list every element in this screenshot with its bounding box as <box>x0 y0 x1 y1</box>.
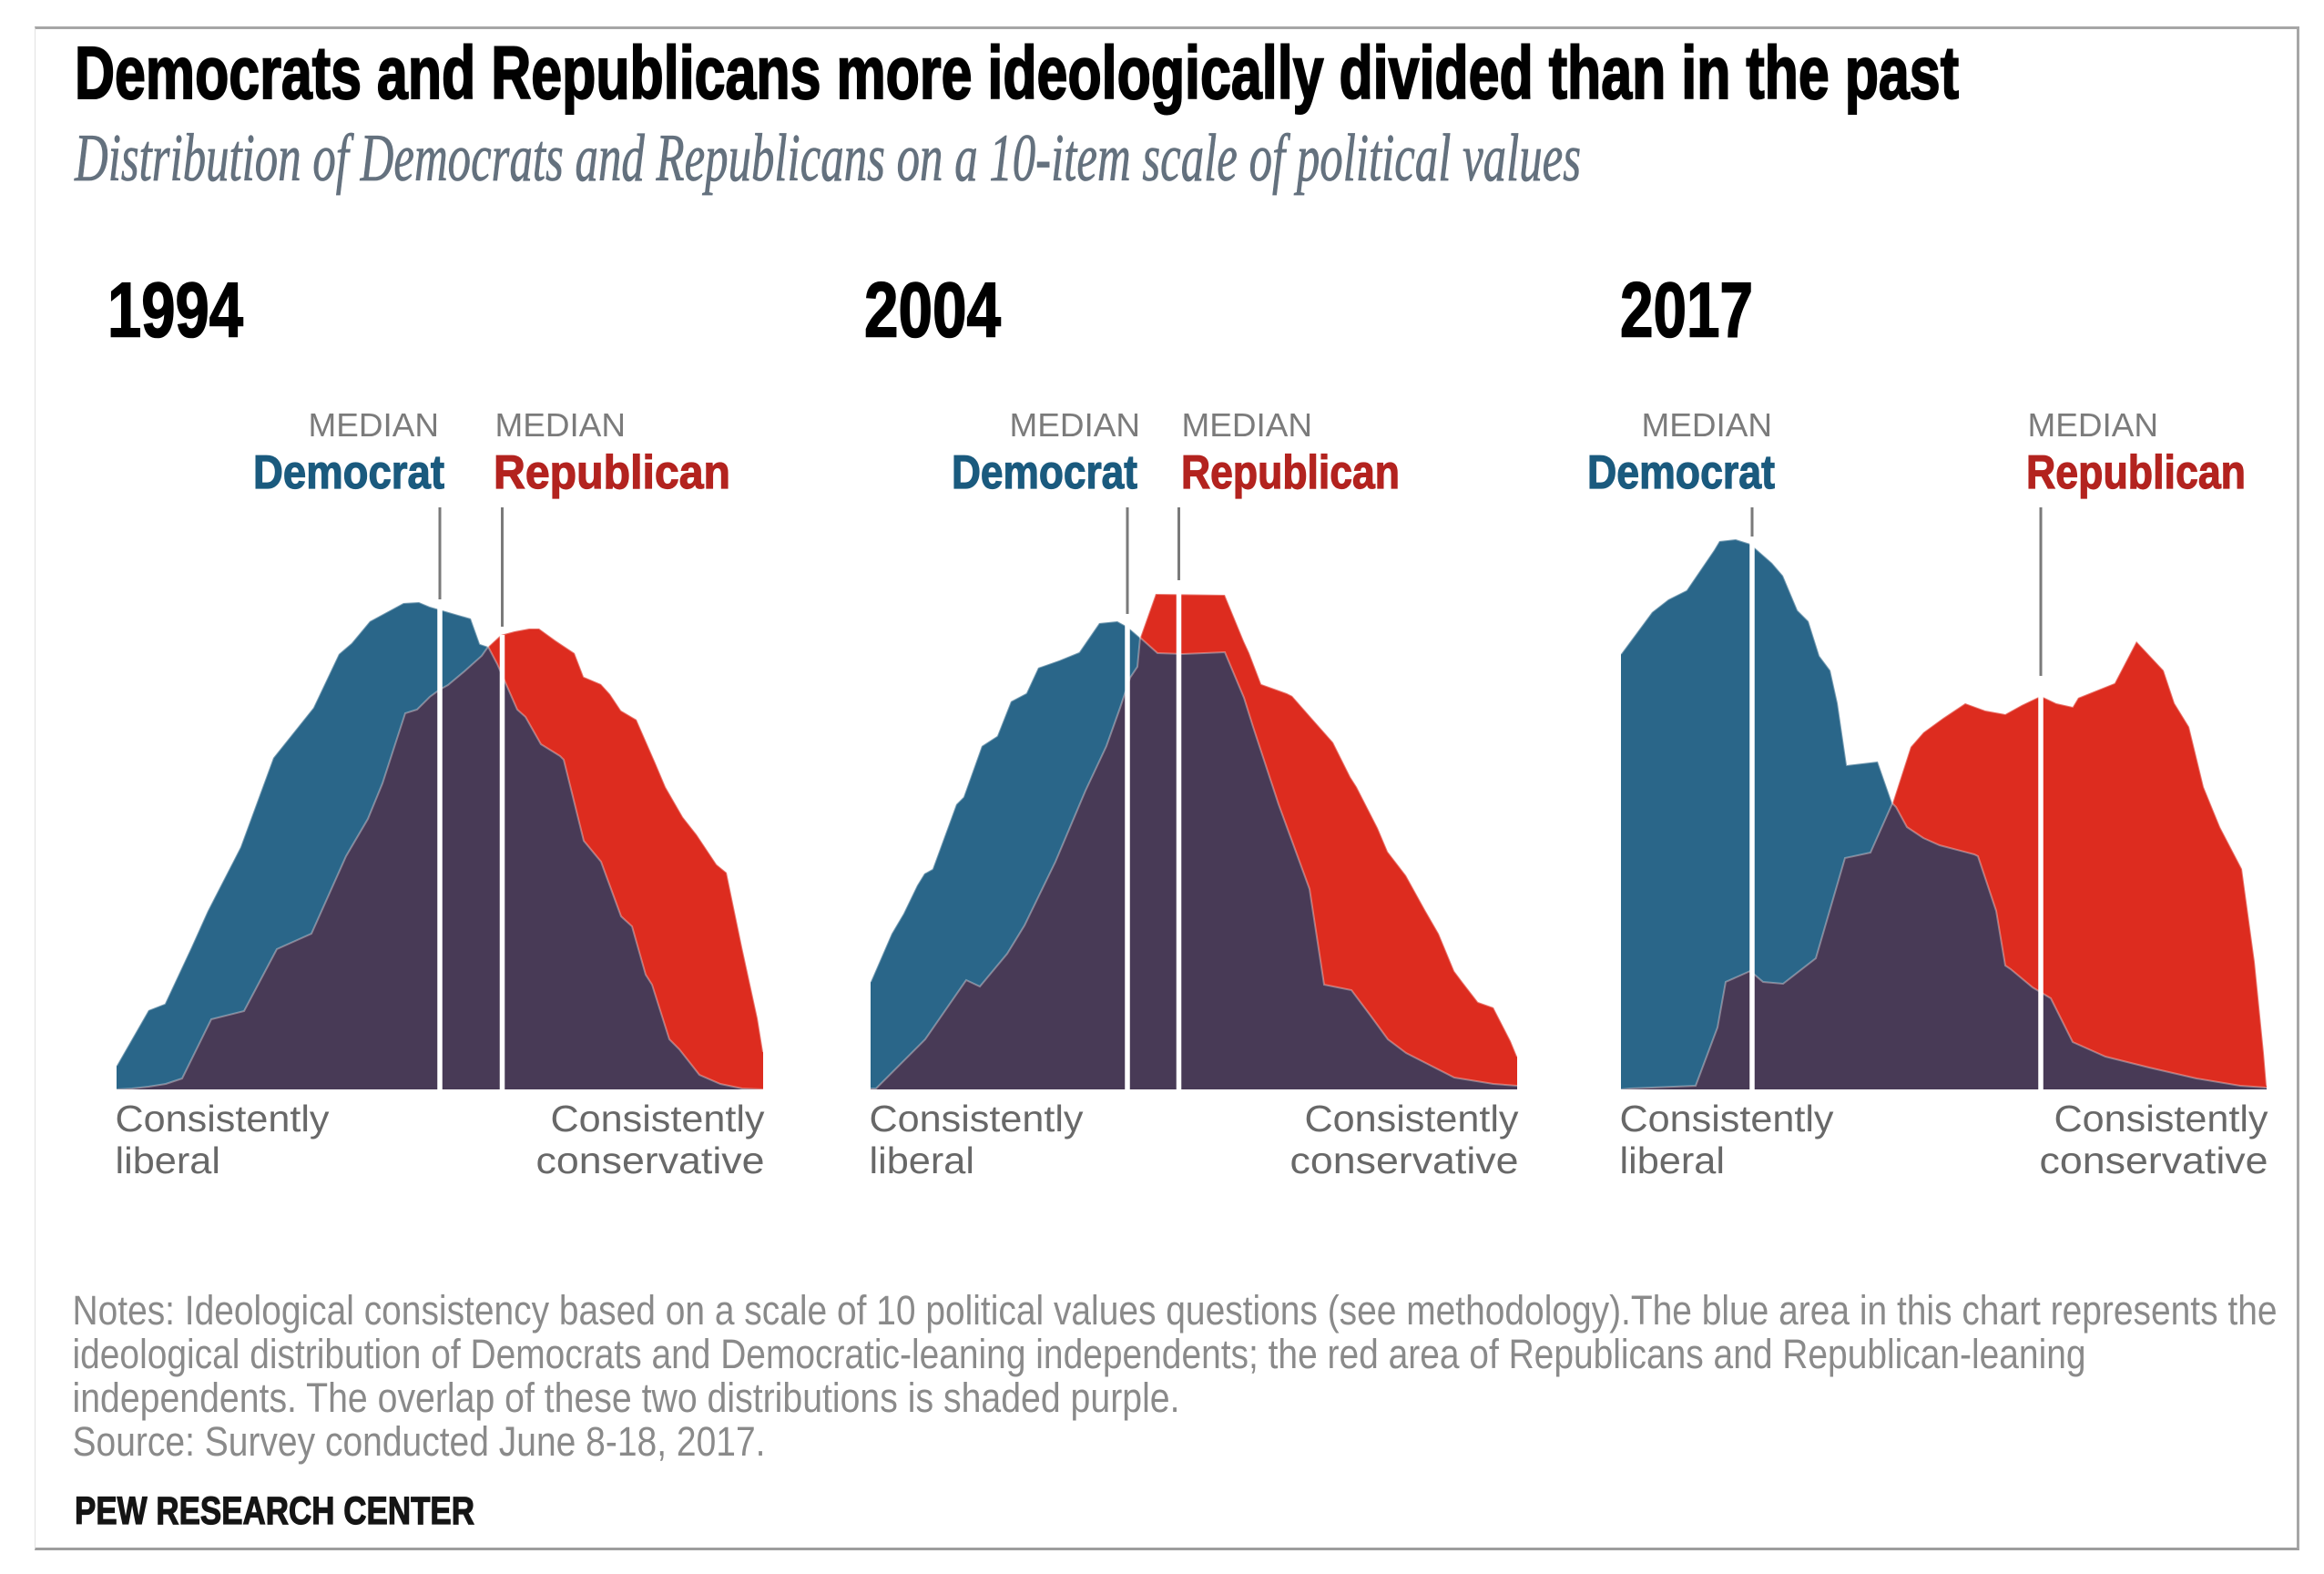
svg-text:independents. The overlap of t: independents. The overlap of these two d… <box>73 1375 1180 1421</box>
svg-text:liberal: liberal <box>1620 1140 1726 1181</box>
svg-text:Notes: Ideological consistency: Notes: Ideological consistency based on … <box>73 1287 2278 1334</box>
svg-text:conservative: conservative <box>2040 1140 2268 1181</box>
svg-text:Democrats and Republicans more: Democrats and Republicans more ideologic… <box>75 32 1959 115</box>
svg-text:Consistently: Consistently <box>1305 1098 1520 1140</box>
svg-text:liberal: liberal <box>870 1140 975 1181</box>
svg-text:Consistently: Consistently <box>870 1098 1085 1140</box>
svg-text:Distribution of Democrats and: Distribution of Democrats and Republican… <box>74 121 1581 196</box>
svg-text:Democrat: Democrat <box>952 446 1137 499</box>
svg-text:ideological distribution of De: ideological distribution of Democrats an… <box>73 1331 2086 1377</box>
svg-text:PEW RESEARCH CENTER: PEW RESEARCH CENTER <box>75 1489 474 1533</box>
svg-text:Source: Survey conducted June: Source: Survey conducted June 8-18, 2017… <box>73 1418 766 1465</box>
svg-text:Republican: Republican <box>2026 446 2246 499</box>
svg-text:Democrat: Democrat <box>253 446 444 499</box>
svg-text:MEDIAN: MEDIAN <box>1182 406 1313 444</box>
svg-text:MEDIAN: MEDIAN <box>1010 406 1141 444</box>
svg-text:MEDIAN: MEDIAN <box>1642 406 1773 444</box>
svg-text:Consistently: Consistently <box>551 1098 766 1140</box>
svg-text:Republican: Republican <box>494 446 730 499</box>
svg-text:Consistently: Consistently <box>116 1098 331 1140</box>
svg-text:Democrat: Democrat <box>1587 446 1775 499</box>
svg-text:Consistently: Consistently <box>2054 1098 2269 1140</box>
svg-text:1994: 1994 <box>107 268 243 354</box>
svg-text:2017: 2017 <box>1620 268 1753 354</box>
svg-text:2004: 2004 <box>864 268 1001 354</box>
svg-text:liberal: liberal <box>116 1140 221 1181</box>
svg-text:MEDIAN: MEDIAN <box>2028 406 2159 444</box>
svg-text:conservative: conservative <box>1290 1140 1519 1181</box>
svg-text:MEDIAN: MEDIAN <box>309 406 440 444</box>
svg-text:conservative: conservative <box>536 1140 765 1181</box>
svg-text:Consistently: Consistently <box>1620 1098 1835 1140</box>
svg-text:MEDIAN: MEDIAN <box>495 406 627 444</box>
svg-text:Republican: Republican <box>1181 446 1400 499</box>
